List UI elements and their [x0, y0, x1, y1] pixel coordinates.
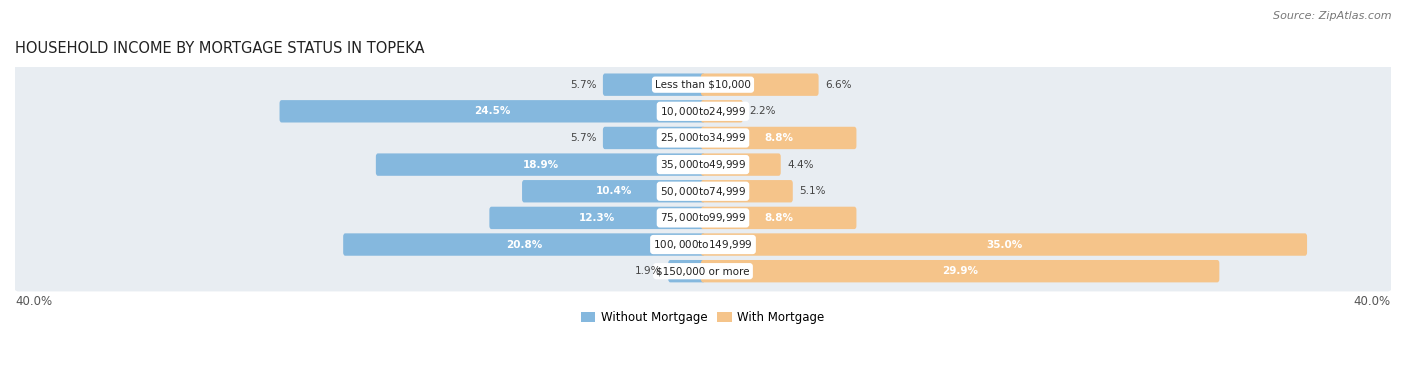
- Text: 18.9%: 18.9%: [523, 160, 558, 170]
- Text: $35,000 to $49,999: $35,000 to $49,999: [659, 158, 747, 171]
- Text: 8.8%: 8.8%: [765, 213, 793, 223]
- Text: 29.9%: 29.9%: [942, 266, 979, 276]
- Text: $150,000 or more: $150,000 or more: [657, 266, 749, 276]
- FancyBboxPatch shape: [13, 91, 1393, 132]
- Text: 35.0%: 35.0%: [986, 240, 1022, 249]
- Text: 6.6%: 6.6%: [825, 80, 852, 90]
- FancyBboxPatch shape: [522, 180, 704, 203]
- FancyBboxPatch shape: [13, 198, 1393, 238]
- Text: Source: ZipAtlas.com: Source: ZipAtlas.com: [1274, 11, 1392, 21]
- Text: 40.0%: 40.0%: [15, 294, 52, 308]
- Text: 5.7%: 5.7%: [569, 133, 596, 143]
- Text: 24.5%: 24.5%: [474, 106, 510, 116]
- FancyBboxPatch shape: [489, 207, 704, 229]
- FancyBboxPatch shape: [668, 260, 704, 282]
- FancyBboxPatch shape: [280, 100, 704, 122]
- FancyBboxPatch shape: [13, 224, 1393, 265]
- FancyBboxPatch shape: [13, 171, 1393, 212]
- FancyBboxPatch shape: [702, 260, 1219, 282]
- FancyBboxPatch shape: [702, 233, 1308, 256]
- FancyBboxPatch shape: [343, 233, 704, 256]
- Text: $50,000 to $74,999: $50,000 to $74,999: [659, 185, 747, 198]
- Text: $10,000 to $24,999: $10,000 to $24,999: [659, 105, 747, 118]
- FancyBboxPatch shape: [702, 73, 818, 96]
- FancyBboxPatch shape: [702, 127, 856, 149]
- Text: Less than $10,000: Less than $10,000: [655, 80, 751, 90]
- Text: 10.4%: 10.4%: [595, 186, 631, 196]
- FancyBboxPatch shape: [702, 180, 793, 203]
- FancyBboxPatch shape: [13, 118, 1393, 158]
- Text: 4.4%: 4.4%: [787, 160, 814, 170]
- Text: 20.8%: 20.8%: [506, 240, 543, 249]
- FancyBboxPatch shape: [603, 127, 704, 149]
- FancyBboxPatch shape: [702, 100, 742, 122]
- FancyBboxPatch shape: [702, 207, 856, 229]
- Text: $75,000 to $99,999: $75,000 to $99,999: [659, 211, 747, 225]
- Text: $25,000 to $34,999: $25,000 to $34,999: [659, 132, 747, 144]
- Text: 2.2%: 2.2%: [749, 106, 776, 116]
- FancyBboxPatch shape: [603, 73, 704, 96]
- Text: 12.3%: 12.3%: [579, 213, 616, 223]
- Text: 5.7%: 5.7%: [569, 80, 596, 90]
- Text: 40.0%: 40.0%: [1354, 294, 1391, 308]
- Legend: Without Mortgage, With Mortgage: Without Mortgage, With Mortgage: [576, 306, 830, 329]
- Text: HOUSEHOLD INCOME BY MORTGAGE STATUS IN TOPEKA: HOUSEHOLD INCOME BY MORTGAGE STATUS IN T…: [15, 42, 425, 56]
- Text: 1.9%: 1.9%: [636, 266, 662, 276]
- FancyBboxPatch shape: [375, 153, 704, 176]
- Text: 8.8%: 8.8%: [765, 133, 793, 143]
- Text: $100,000 to $149,999: $100,000 to $149,999: [654, 238, 752, 251]
- FancyBboxPatch shape: [13, 64, 1393, 105]
- FancyBboxPatch shape: [702, 153, 780, 176]
- Text: 5.1%: 5.1%: [800, 186, 825, 196]
- FancyBboxPatch shape: [13, 251, 1393, 291]
- FancyBboxPatch shape: [13, 144, 1393, 185]
